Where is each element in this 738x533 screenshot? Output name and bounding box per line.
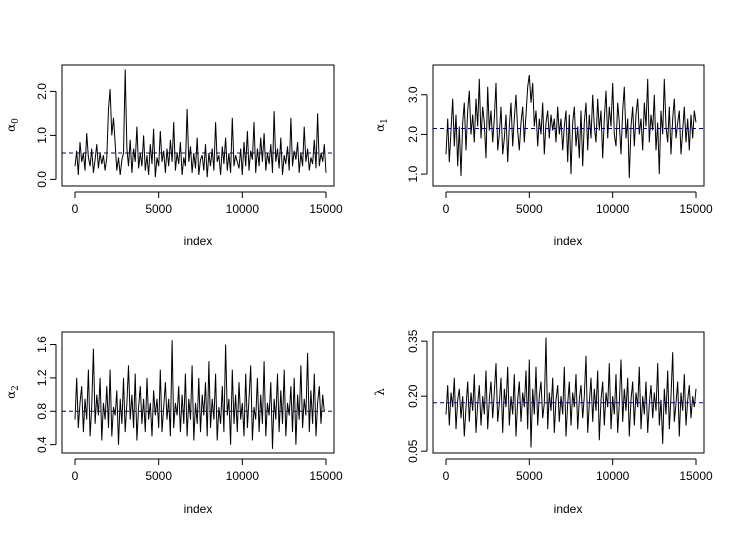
plot-area bbox=[62, 69, 334, 178]
y-axis-label-subscript: 1 bbox=[380, 118, 390, 124]
x-tick-label: 15000 bbox=[679, 202, 713, 216]
trace-panel-alpha2: 0 5000 10000 15000 0.4 0.8 1.2 1.6 index α2 bbox=[4, 331, 343, 516]
y-tick-label: 1.6 bbox=[35, 336, 49, 353]
trace-line bbox=[74, 69, 327, 178]
y-axis-label: α2 bbox=[4, 385, 21, 399]
x-tick-label: 10000 bbox=[596, 469, 630, 483]
x-tick-label: 0 bbox=[443, 469, 450, 483]
y-tick-label: 0.4 bbox=[35, 436, 49, 453]
x-tick-label: 5000 bbox=[516, 202, 543, 216]
y-axis-label-subscript: 2 bbox=[11, 385, 21, 391]
x-axis-label: index bbox=[554, 502, 583, 516]
y-axis-label: α1 bbox=[373, 118, 390, 132]
y-tick-label: 1.0 bbox=[35, 127, 49, 144]
x-tick-label: 0 bbox=[443, 202, 450, 216]
y-tick-label: 0.0 bbox=[35, 171, 49, 188]
y-axis-label: α0 bbox=[4, 118, 21, 132]
y-tick-label: 0.05 bbox=[406, 439, 420, 463]
y-tick-label: 0.8 bbox=[35, 403, 49, 420]
x-tick-label: 5000 bbox=[145, 202, 172, 216]
x-axis: 0 5000 10000 15000 bbox=[443, 191, 713, 216]
y-axis: 0.05 0.20 0.35 bbox=[406, 329, 428, 463]
trace-line bbox=[445, 337, 697, 448]
x-axis-label: index bbox=[184, 234, 213, 248]
y-tick-label: 1.2 bbox=[35, 369, 49, 386]
y-axis-label: λ bbox=[373, 388, 387, 396]
y-axis: 0.4 0.8 1.2 1.6 bbox=[35, 336, 57, 453]
plot-frame bbox=[61, 64, 335, 187]
y-axis-label-symbol: α bbox=[373, 124, 387, 132]
plot-frame bbox=[432, 331, 705, 454]
y-tick-label: 0.20 bbox=[406, 384, 420, 408]
y-axis-label-symbol: α bbox=[4, 391, 18, 399]
x-axis-label: index bbox=[554, 234, 583, 248]
x-tick-label: 10000 bbox=[596, 202, 630, 216]
plot-area bbox=[433, 74, 704, 179]
x-tick-label: 10000 bbox=[226, 202, 260, 216]
plot-area bbox=[433, 337, 704, 448]
trace-line bbox=[74, 340, 325, 449]
y-tick-label: 2.0 bbox=[406, 126, 420, 143]
x-axis: 0 5000 10000 15000 bbox=[72, 458, 343, 483]
x-tick-label: 0 bbox=[72, 202, 79, 216]
plot-frame bbox=[61, 331, 335, 454]
y-axis-label-symbol: α bbox=[4, 124, 18, 132]
y-tick-label: 3.0 bbox=[406, 86, 420, 103]
x-axis: 0 5000 10000 15000 bbox=[443, 458, 713, 483]
y-tick-label: 0.35 bbox=[406, 329, 420, 353]
y-tick-label: 2.0 bbox=[35, 83, 49, 100]
x-tick-label: 10000 bbox=[226, 469, 260, 483]
x-tick-label: 5000 bbox=[145, 469, 172, 483]
x-tick-label: 5000 bbox=[516, 469, 543, 483]
x-axis-label: index bbox=[184, 502, 213, 516]
plot-frame bbox=[432, 64, 705, 187]
trace-line bbox=[445, 74, 697, 179]
x-tick-label: 15000 bbox=[679, 469, 713, 483]
y-tick-label: 1.0 bbox=[406, 165, 420, 182]
trace-panel-lambda: 0 5000 10000 15000 0.05 0.20 0.35 index λ bbox=[373, 329, 713, 516]
x-axis: 0 5000 10000 15000 bbox=[72, 191, 343, 216]
y-axis: 0.0 1.0 2.0 bbox=[35, 83, 57, 188]
trace-panel-alpha1: 0 5000 10000 15000 1.0 2.0 3.0 index α1 bbox=[373, 64, 713, 248]
y-axis: 1.0 2.0 3.0 bbox=[406, 86, 428, 182]
trace-panel-alpha0: 0 5000 10000 15000 0.01.02.0 index α0 bbox=[4, 64, 343, 248]
plot-area bbox=[62, 340, 334, 449]
x-tick-label: 15000 bbox=[309, 469, 343, 483]
x-tick-label: 0 bbox=[72, 469, 79, 483]
y-axis-label-subscript: 0 bbox=[11, 118, 21, 124]
x-tick-label: 15000 bbox=[309, 202, 343, 216]
